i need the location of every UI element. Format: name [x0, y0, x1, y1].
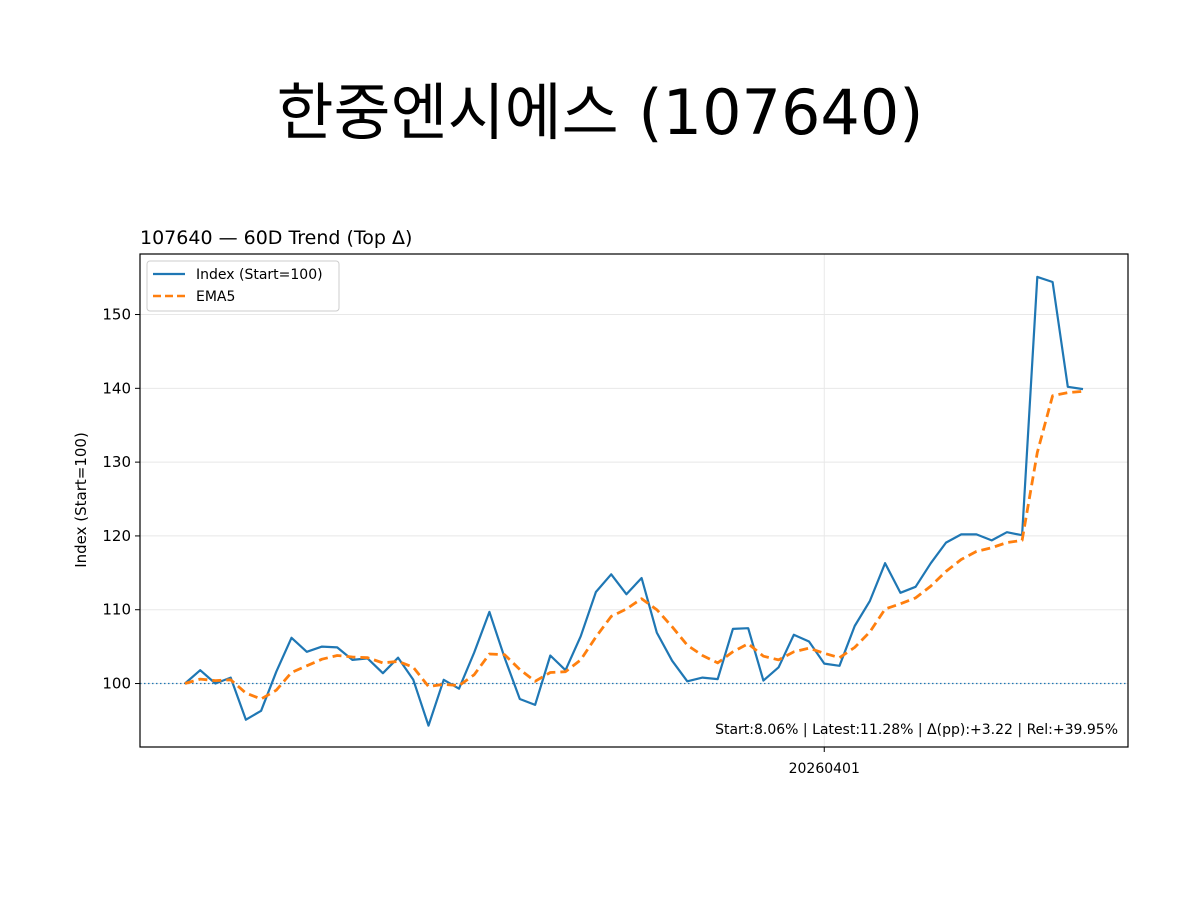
series-line-ema5	[184, 389, 1084, 701]
series-line-index	[184, 275, 1084, 727]
legend-label-index: Index (Start=100)	[196, 267, 323, 283]
legend-box	[146, 260, 340, 312]
legend-label-ema5: EMA5	[196, 289, 235, 305]
legend: Index (Start=100) EMA5	[146, 260, 340, 312]
plot-frame	[139, 253, 1129, 748]
y-tick-label: 100	[102, 675, 131, 693]
y-tick-label: 110	[102, 601, 131, 619]
y-axis-label: Index (Start=100)	[72, 432, 90, 568]
chart-title: 107640 — 60D Trend (Top Δ)	[140, 227, 412, 249]
y-axis: 100 110 120 130 140 150	[102, 306, 140, 693]
x-tick-label: 20260401	[789, 761, 860, 777]
y-tick-label: 130	[102, 453, 131, 471]
grid	[140, 254, 1128, 747]
y-tick-label: 150	[102, 306, 131, 324]
page-title: 한중엔시에스 (107640)	[276, 76, 924, 149]
series-layer	[184, 275, 1084, 727]
y-tick-label: 140	[102, 379, 131, 397]
x-axis: 20260401	[789, 747, 860, 777]
stats-annotation: Start:8.06% | Latest:11.28% | Δ(pp):+3.2…	[715, 722, 1118, 738]
y-tick-label: 120	[102, 527, 131, 545]
